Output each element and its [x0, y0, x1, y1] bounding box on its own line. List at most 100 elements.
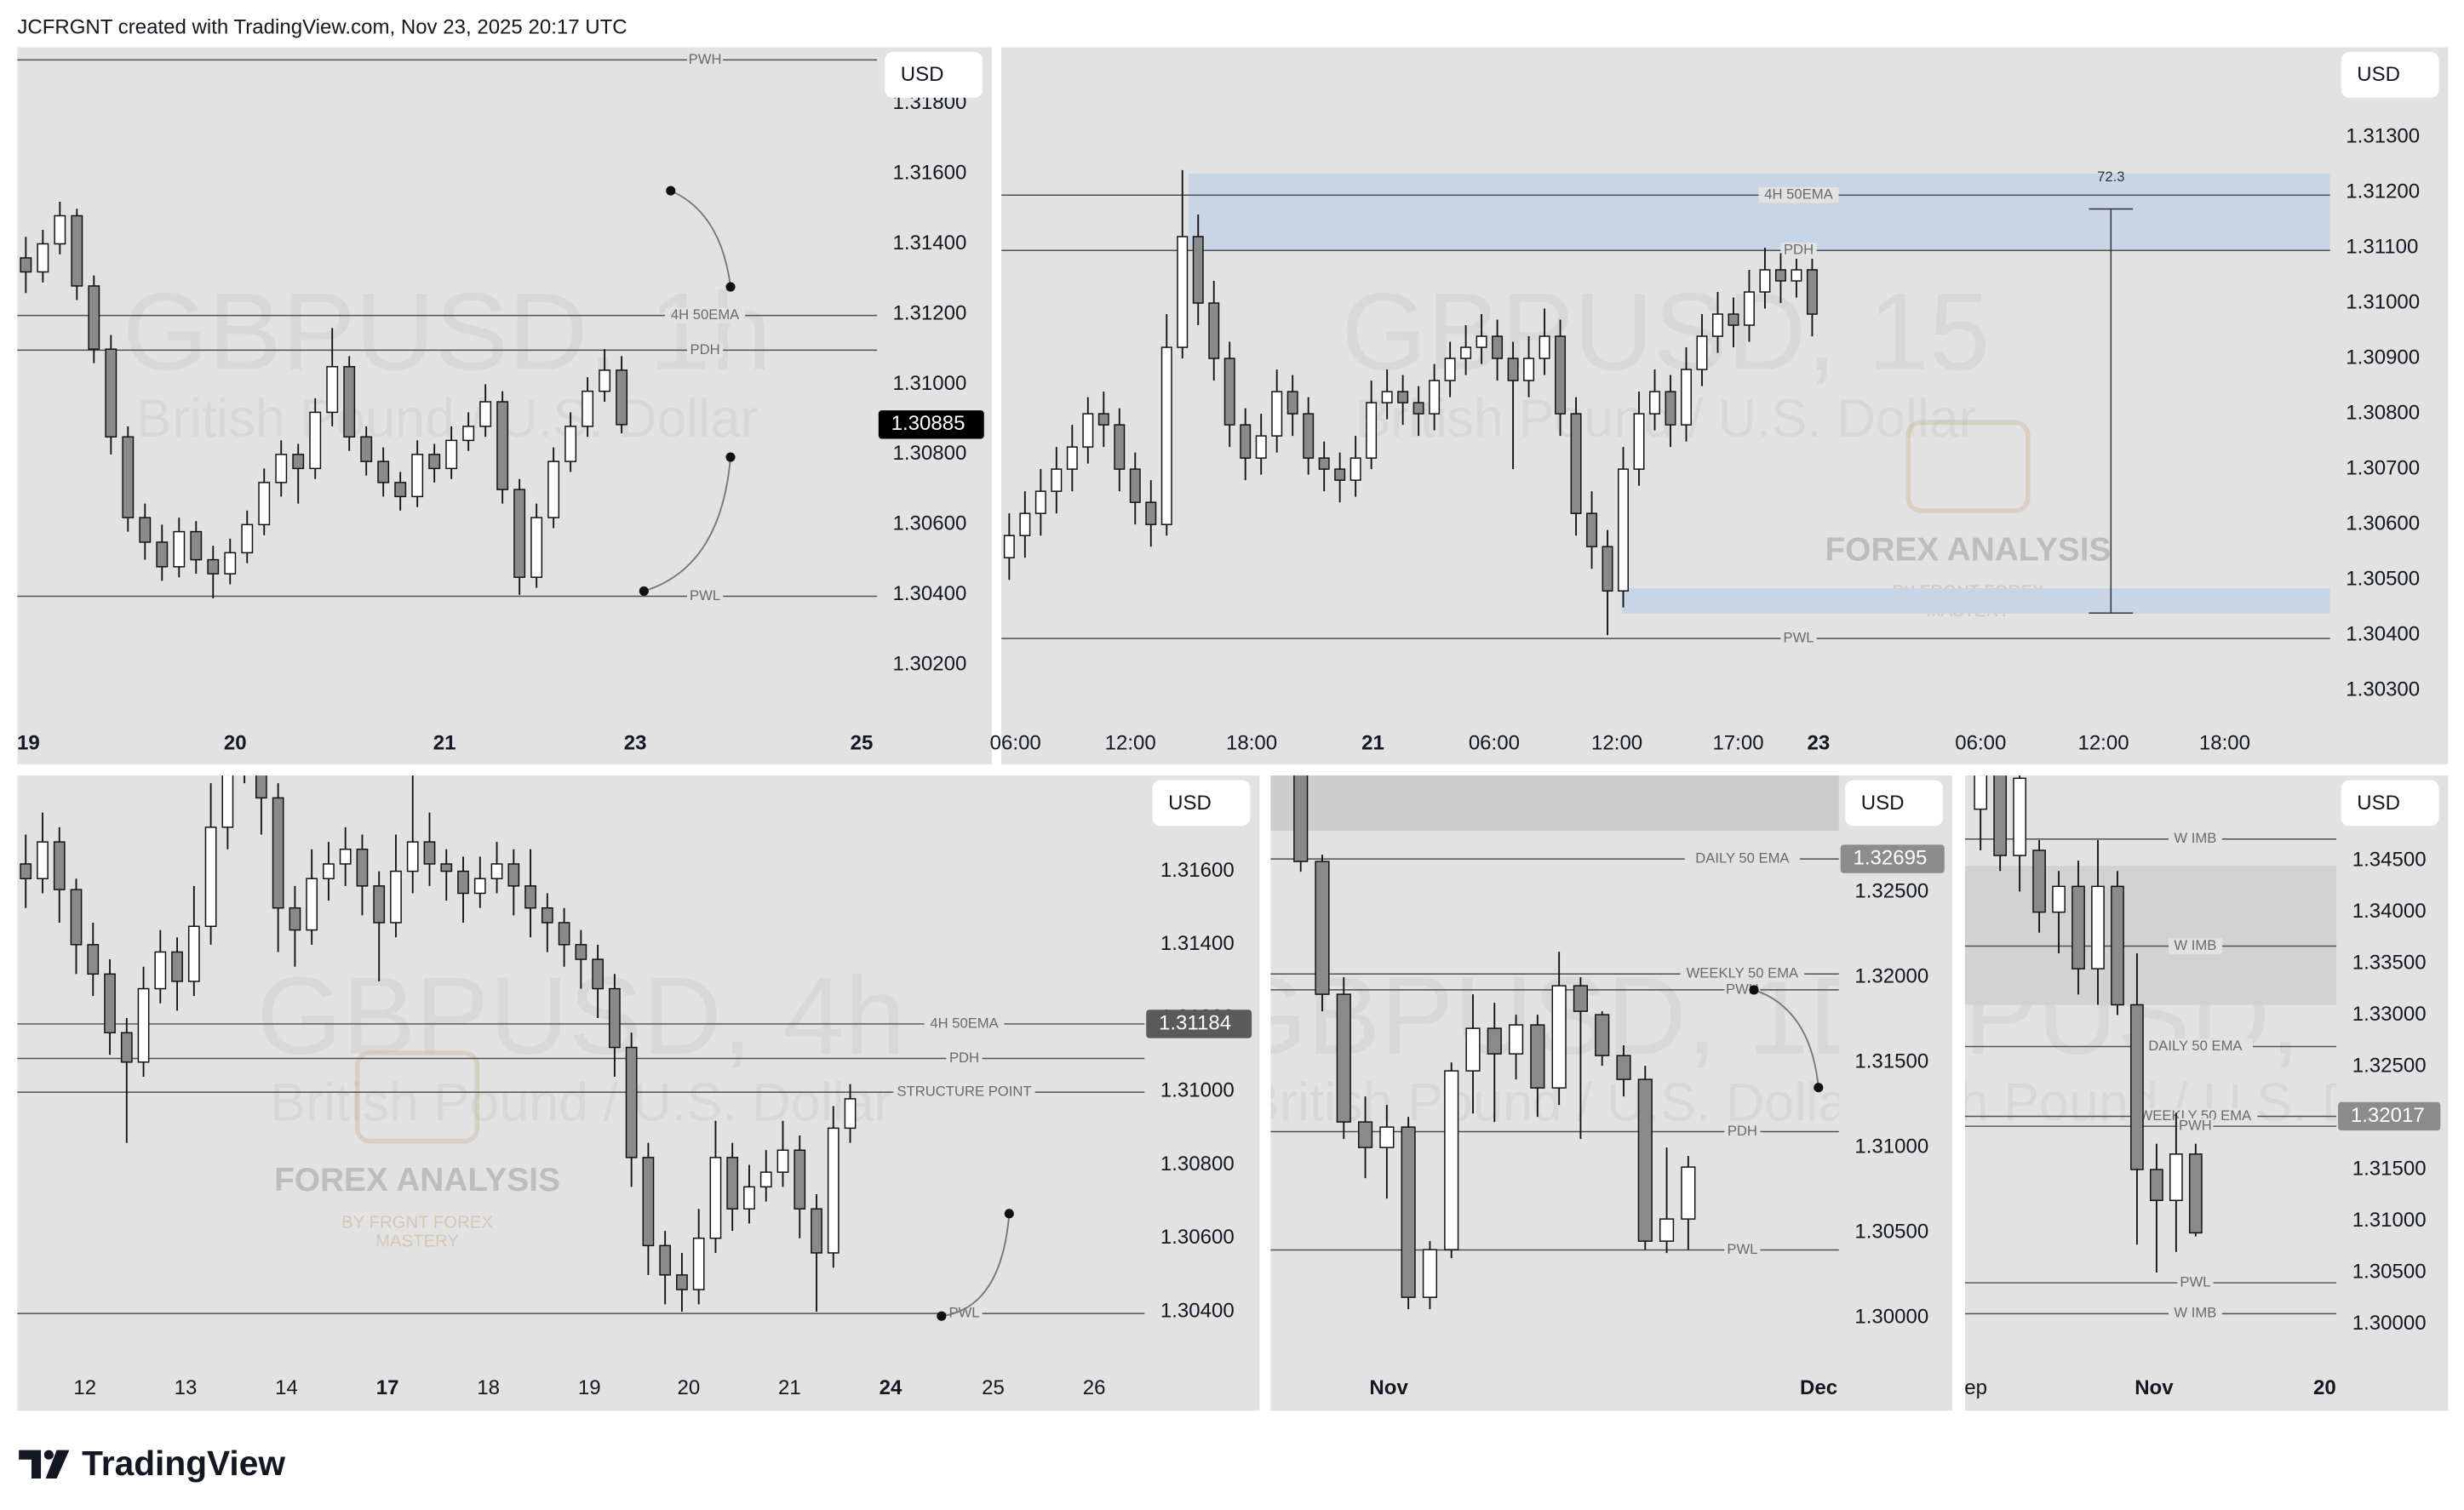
candle-body: [1743, 291, 1755, 326]
level-label-bg: [893, 1084, 1035, 1101]
y-tick-label: 1.34500: [2352, 848, 2427, 871]
price-box: [1840, 844, 1945, 873]
candle-body: [513, 489, 526, 578]
y-tick-label: 1.31100: [2346, 235, 2418, 258]
y-tick-label: 1.30500: [1854, 1220, 1928, 1243]
y-tick-label: 1.30500: [2352, 1260, 2427, 1283]
candle-body: [87, 944, 100, 975]
y-tick-label: 1.30800: [1160, 1153, 1235, 1175]
annotation-dot: [1749, 985, 1759, 995]
candle-body: [390, 870, 402, 924]
candle-body: [440, 863, 453, 872]
currency-button[interactable]: [2341, 52, 2439, 98]
currency-button[interactable]: [1152, 780, 1251, 826]
candle-body: [2091, 885, 2105, 969]
candle-body: [2169, 1153, 2183, 1202]
panel-background: [17, 775, 1260, 1411]
candle-body: [1208, 302, 1220, 359]
candle-body: [1429, 380, 1441, 415]
candle-body: [794, 1149, 806, 1210]
level-label-bg: [1680, 966, 1805, 982]
candle-body: [241, 523, 254, 554]
candle-body: [844, 1098, 857, 1130]
header: JCFRGNT created with TradingView.com, No…: [17, 16, 627, 39]
candle-body: [726, 1157, 739, 1210]
currency-button[interactable]: [2341, 780, 2439, 826]
candle-body: [692, 1237, 705, 1290]
level-label: W IMB: [2174, 1305, 2216, 1321]
candle-body: [2071, 885, 2085, 969]
candle-body: [1066, 446, 1078, 470]
logo-mark: [1905, 420, 2031, 513]
currency-label: USD: [1168, 792, 1212, 815]
footer-brand: TradingView: [82, 1444, 285, 1483]
level-label-bg: [686, 342, 724, 358]
x-tick-label: 20: [677, 1376, 700, 1399]
candle-body: [1145, 501, 1157, 525]
level-label-bg: [2133, 1108, 2258, 1124]
y-tick-label: 1.32500: [2352, 1054, 2427, 1077]
candle-body: [1791, 269, 1802, 282]
candle-body: [616, 369, 628, 426]
y-tick-label: 1.31200: [892, 301, 966, 324]
y-tick-label: 1.31600: [1160, 859, 1235, 882]
candle-body: [609, 987, 621, 1049]
candle-body: [343, 366, 356, 438]
y-tick-label: 1.32500: [1854, 879, 1928, 902]
level-label: W IMB: [2174, 937, 2216, 953]
level-label-bg: [2168, 831, 2222, 847]
candle-body: [1336, 993, 1351, 1123]
candle-body: [575, 944, 587, 960]
candle-body: [139, 517, 152, 543]
level-label: 4H 50EMA: [1764, 186, 1833, 203]
candle-body: [1114, 424, 1126, 470]
watermark-subtitle: British Pound / U.S. Dollar: [136, 389, 758, 449]
candle-body: [1255, 435, 1267, 459]
y-tick-label: 1.31500: [2352, 1157, 2427, 1180]
candle-body: [88, 285, 100, 350]
candle-body: [1034, 490, 1046, 514]
level-label: PDH: [1784, 242, 1814, 258]
currency-button[interactable]: [1845, 780, 1943, 826]
candle-body: [406, 841, 419, 872]
candle-body: [70, 889, 83, 946]
x-tick-label: 17:00: [1712, 731, 1763, 754]
candle-body: [1401, 1126, 1416, 1298]
candle-body: [1465, 1027, 1481, 1072]
y-tick-label: 1.31000: [2346, 290, 2420, 313]
candle-body: [592, 958, 604, 990]
candle-body: [411, 454, 424, 498]
candle-body: [1637, 1078, 1653, 1242]
candle-body: [289, 907, 301, 931]
candle-body: [1082, 413, 1094, 448]
panel-background: [1270, 775, 1953, 1411]
level-label: 4H 50EMA: [671, 306, 740, 323]
currency-label: USD: [2357, 63, 2400, 86]
candle-body: [1618, 468, 1629, 592]
candle-body: [1573, 985, 1589, 1012]
candle-body: [20, 257, 32, 273]
level-label-bg: [1758, 186, 1839, 203]
candle-body: [1523, 357, 1535, 381]
candle-body: [1696, 335, 1708, 370]
watermark: GBPUSD, 1h: [123, 271, 771, 393]
currency-button[interactable]: [885, 52, 983, 98]
candle-body: [377, 460, 390, 483]
x-tick-label: Dec: [1800, 1376, 1837, 1399]
candle-body: [1271, 391, 1283, 437]
y-tick-label: 1.31400: [892, 232, 966, 255]
candle-body: [507, 863, 520, 887]
zone: [1621, 587, 2330, 614]
candle-body: [1993, 775, 2008, 856]
x-tick-label: 12:00: [1591, 731, 1642, 754]
price-label: 1.30885: [891, 412, 966, 435]
annotation-arrow: [670, 190, 731, 288]
level-label: WEEKLY 50 EMA: [1687, 965, 1799, 981]
level-label: PWL: [1784, 630, 1814, 646]
zone: [1189, 173, 2330, 251]
candle-body: [1507, 357, 1519, 381]
